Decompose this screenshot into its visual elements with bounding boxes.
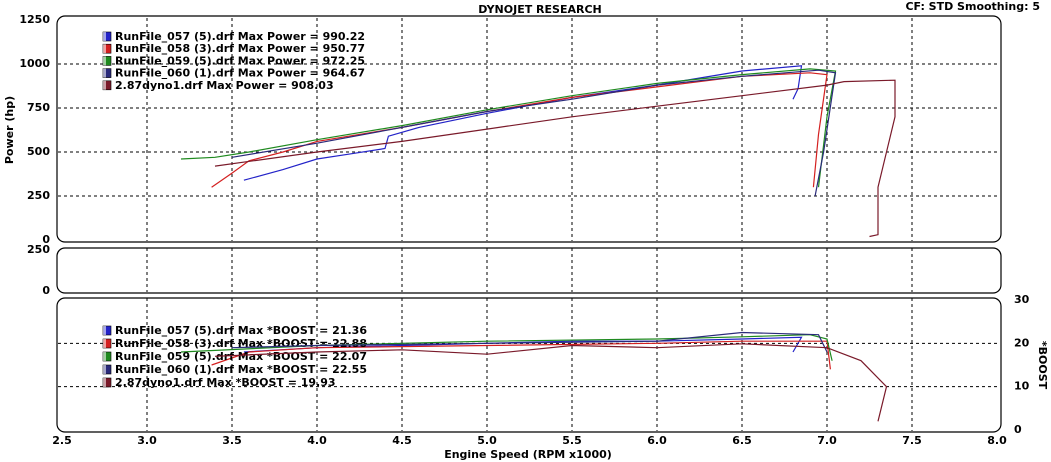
y-axis-label: Power (hp)	[3, 96, 16, 164]
x-tick-label: 3.0	[137, 434, 157, 447]
legend-label: RunFile_059 (5).drf Max Power = 972.25	[115, 54, 365, 67]
y-tick-label: 1000	[19, 57, 50, 70]
x-tick-label: 6.0	[647, 434, 667, 447]
x-axis-label: Engine Speed (RPM x1000)	[444, 448, 612, 461]
legend-swatch-shade	[103, 80, 106, 90]
y-axis-label: *BOOST	[1036, 341, 1049, 390]
legend-swatch-shade	[103, 326, 106, 335]
chart-title: DYNOJET RESEARCH	[478, 3, 601, 16]
x-tick-label: 5.0	[477, 434, 497, 447]
legend-label: RunFile_058 (3).drf Max Power = 950.77	[115, 42, 365, 55]
series-line	[214, 343, 888, 422]
legend-label: RunFile_059 (5).drf Max *BOOST = 22.07	[115, 350, 367, 363]
chart-subtitle: CF: STD Smoothing: 5	[905, 0, 1040, 13]
x-tick-label: 4.5	[392, 434, 412, 447]
boost-panel	[56, 297, 1002, 433]
legend-swatch-shade	[103, 32, 106, 41]
series-line	[214, 79, 896, 238]
legend-swatch-shade	[103, 378, 106, 387]
x-tick-label: 7.5	[902, 434, 922, 447]
legend-label: RunFile_060 (1).drf Max *BOOST = 22.55	[115, 363, 367, 376]
y-tick-label: 30	[1014, 293, 1030, 306]
x-tick-label: 6.5	[732, 434, 752, 447]
y-tick-label: 1250	[19, 13, 50, 26]
y-tick-label: 20	[1014, 336, 1030, 349]
x-tick-label: 2.5	[52, 434, 72, 447]
legend-swatch-shade	[103, 339, 106, 348]
legend-swatch-shade	[103, 44, 106, 54]
legend-label: RunFile_060 (1).drf Max Power = 964.67	[115, 67, 365, 80]
y-tick-label: 0	[42, 233, 50, 246]
series-line	[211, 340, 831, 370]
legend-label: RunFile_057 (5).drf Max Power = 990.22	[115, 30, 365, 43]
y-tick-label: 0	[1014, 423, 1022, 436]
series-line	[211, 72, 828, 188]
x-tick-label: 5.5	[562, 434, 582, 447]
series-line	[231, 69, 837, 197]
y-tick-label: 750	[27, 101, 50, 114]
legend-label: 2.87dyno1.drf Max *BOOST = 19.93	[115, 376, 336, 389]
y-tick-label: 0	[42, 284, 50, 297]
x-tick-label: 8.0	[987, 434, 1007, 447]
legend-swatch-shade	[103, 68, 106, 78]
series-line	[180, 68, 837, 188]
y-tick-label: 250	[27, 243, 50, 256]
y-tick-label: 250	[27, 189, 50, 202]
series-line	[243, 65, 803, 181]
middle-panel	[56, 247, 1002, 294]
series-line	[231, 331, 828, 353]
x-tick-label: 3.5	[222, 434, 242, 447]
x-tick-label: 4.0	[307, 434, 327, 447]
x-tick-label: 7.0	[817, 434, 837, 447]
legend-label: RunFile_057 (5).drf Max *BOOST = 21.36	[115, 324, 367, 337]
legend-swatch-shade	[103, 56, 106, 66]
legend-label: RunFile_058 (3).drf Max *BOOST = 22.88	[115, 337, 367, 350]
legend-swatch-shade	[103, 352, 106, 361]
y-tick-label: 500	[27, 145, 50, 158]
legend-label: 2.87dyno1.drf Max Power = 908.03	[115, 79, 334, 92]
legend-swatch-shade	[103, 365, 106, 374]
y-tick-label: 10	[1014, 380, 1030, 393]
